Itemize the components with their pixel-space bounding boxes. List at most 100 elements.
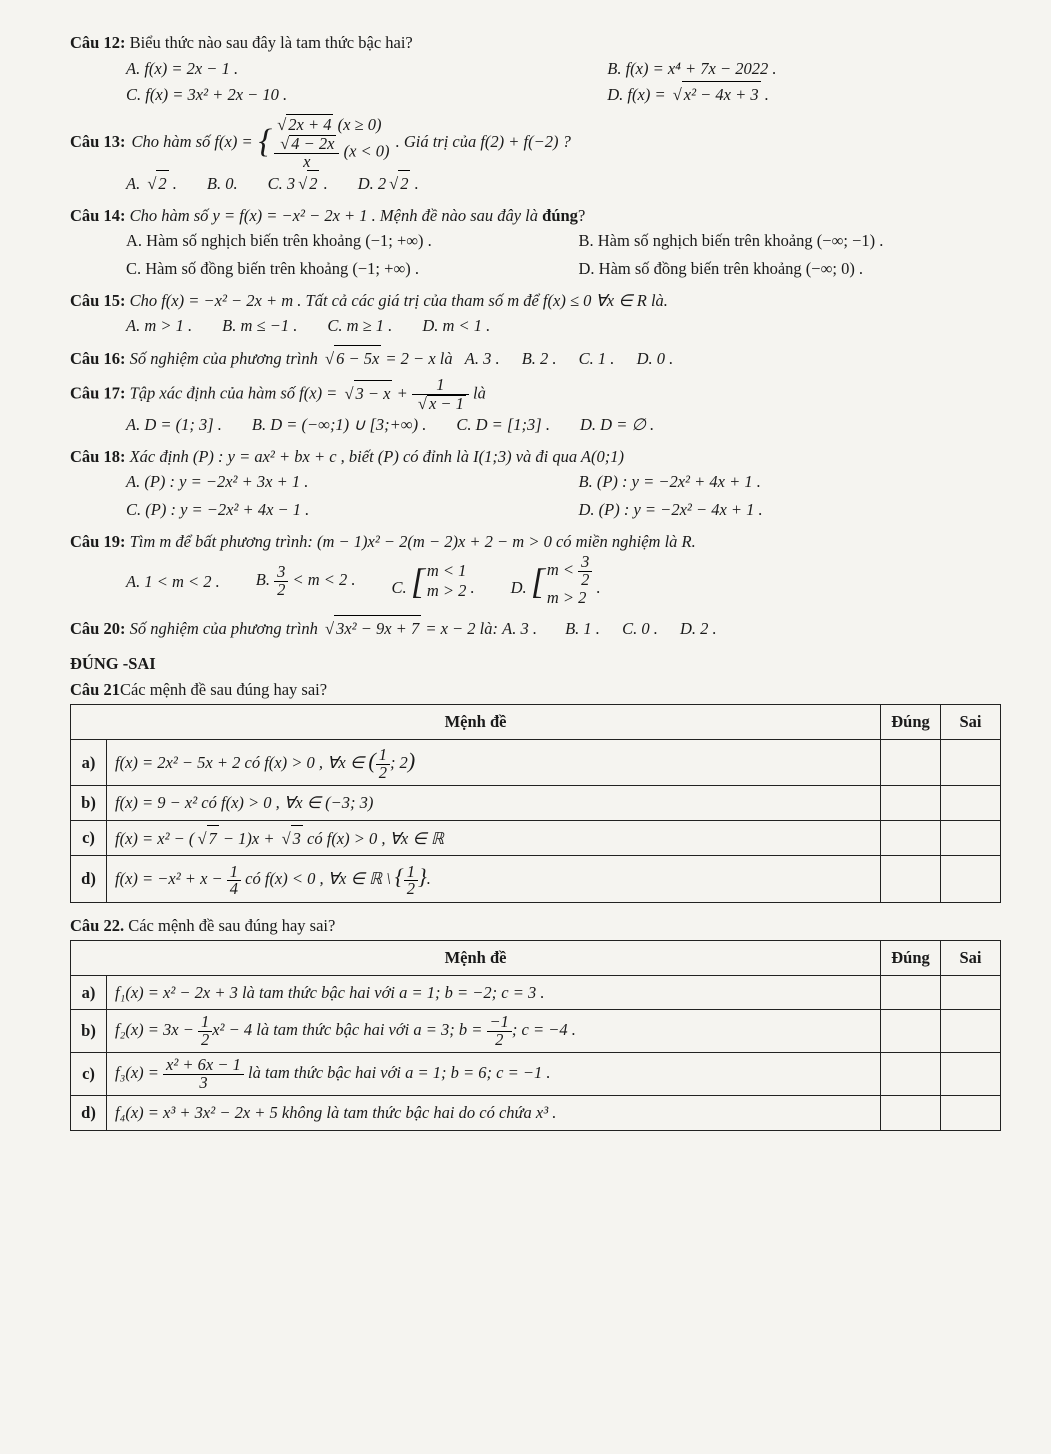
- q21-d-pre: f(x) = −x² + x −: [115, 869, 227, 888]
- q21-row-d: d) f(x) = −x² + x − 14 có f(x) < 0 , ∀x …: [71, 856, 1001, 902]
- q17-plus: +: [392, 384, 411, 403]
- q22-c-sai[interactable]: [941, 1053, 1001, 1096]
- q18-opt-c: C. (P) : y = −2x² + 4x − 1 .: [126, 497, 549, 523]
- q20-opt-c: C. 0 .: [622, 619, 658, 638]
- q21-c-mid: − 1)x +: [219, 829, 279, 848]
- q21-row-c: c) f(x) = x² − (7 − 1)x + 3 có f(x) > 0 …: [71, 820, 1001, 856]
- q21-a-fd: 2: [376, 764, 390, 782]
- q14-opt-a: A. Hàm số nghịch biến trên khoảng (−1; +…: [126, 228, 549, 254]
- q22-label: Câu 22.: [70, 916, 124, 935]
- q16-opt-c: C. 1 .: [579, 349, 615, 368]
- q17-opt-d: D. D = ∅ .: [580, 412, 654, 438]
- q20-opt-a: A. 3 .: [502, 619, 537, 638]
- q22-b-label: b): [71, 1010, 107, 1053]
- q22-row-d: d) f₄(x) = x³ + 3x² − 2x + 5 không là ta…: [71, 1096, 1001, 1131]
- q19-label: Câu 19:: [70, 532, 125, 551]
- q12-opt-c: C. f(x) = 3x² + 2x − 10 .: [126, 82, 607, 108]
- section-dung-sai: ĐÚNG -SAI: [70, 651, 1001, 677]
- q21-c-sai[interactable]: [941, 820, 1001, 856]
- q14-opt-d: D. Hàm số đồng biến trên khoảng (−∞; 0) …: [579, 256, 1002, 282]
- q19-b-den: 2: [274, 581, 288, 599]
- q21-d-post: .: [427, 869, 431, 888]
- q20-rad: 3x² − 9x + 7: [334, 615, 421, 642]
- q22-th-menhde: Mệnh đề: [71, 941, 881, 976]
- q19-b-pre: B.: [256, 570, 274, 589]
- q13-a-pre: A.: [126, 174, 144, 193]
- q21-c-rad2: 3: [291, 825, 303, 852]
- q21-d-sai[interactable]: [941, 856, 1001, 902]
- q17-rad1: 3 − x: [354, 380, 393, 407]
- q21-b-sai[interactable]: [941, 786, 1001, 821]
- q22-table: Mệnh đề Đúng Sai a) f₁(x) = x² − 2x + 3 …: [70, 940, 1001, 1131]
- q19-c-pre: C.: [392, 578, 411, 597]
- question-19: Câu 19: Tìm m để bất phương trình: (m − …: [70, 529, 1001, 609]
- q13-d-pre: D. 2: [358, 174, 386, 193]
- q13-d-rad: 2: [398, 170, 410, 197]
- q12-d-suffix: .: [761, 85, 769, 104]
- q16-stem-post: = 2 − x là: [381, 349, 452, 368]
- question-22: Câu 22. Các mệnh đề sau đúng hay sai? Mệ…: [70, 913, 1001, 1131]
- q21-b-dung[interactable]: [881, 786, 941, 821]
- q21-th-sai: Sai: [941, 705, 1001, 740]
- q18-opt-a: A. (P) : y = −2x² + 3x + 1 .: [126, 469, 549, 495]
- q22-b-n1: 1: [198, 1014, 212, 1031]
- q21-d-dung[interactable]: [881, 856, 941, 902]
- q13-r2-den: x: [274, 153, 339, 171]
- q22-title: Các mệnh đề sau đúng hay sai?: [128, 916, 335, 935]
- q22-c-pre: f₃(x) =: [115, 1063, 163, 1082]
- q12-opt-a: A. f(x) = 2x − 1 .: [126, 56, 607, 82]
- q21-d-label: d): [71, 856, 107, 902]
- q16-rad: 6 − 5x: [334, 345, 381, 372]
- q17-label: Câu 17:: [70, 384, 125, 403]
- q22-b-post: ; c = −4 .: [512, 1020, 576, 1039]
- q22-a-label: a): [71, 975, 107, 1010]
- q19-stem: Tìm m để bất phương trình: (m − 1)x² − 2…: [130, 532, 696, 551]
- q13-label: Câu 13:: [70, 129, 125, 155]
- q22-a-sai[interactable]: [941, 975, 1001, 1010]
- q12-opt-d: D. f(x) = x² − 4x + 3 .: [607, 81, 1001, 108]
- q22-d-label: d): [71, 1096, 107, 1131]
- q21-title: Các mệnh đề sau đúng hay sai?: [120, 680, 327, 699]
- q19-b-post: < m < 2 .: [288, 570, 355, 589]
- q14-label: Câu 14:: [70, 206, 125, 225]
- q16-label: Câu 16:: [70, 349, 125, 368]
- q19-opt-c: C. [m < 1m > 2 .: [392, 561, 475, 602]
- q14-opt-b: B. Hàm số nghịch biến trên khoảng (−∞; −…: [579, 228, 1002, 254]
- q21-d-sn: 1: [404, 864, 418, 881]
- q21-d-mid: có f(x) < 0 , ∀x ∈ ℝ \: [241, 869, 395, 888]
- q17-opt-c: C. D = [1;3] .: [456, 412, 550, 438]
- q22-a-dung[interactable]: [881, 975, 941, 1010]
- question-13: Câu 13: Cho hàm số f(x) = { 2x + 4 (x ≥ …: [70, 114, 1001, 197]
- q19-d-r1-pre: m <: [547, 560, 578, 579]
- q21-th-dung: Đúng: [881, 705, 941, 740]
- q22-b-d1: 2: [198, 1031, 212, 1049]
- q21-c-rad: 7: [207, 825, 219, 852]
- q13-r1-rad: 2x + 4: [286, 114, 333, 136]
- q21-a-sai[interactable]: [941, 739, 1001, 785]
- q22-b-sai[interactable]: [941, 1010, 1001, 1053]
- q21-row-b: b) f(x) = 9 − x² có f(x) > 0 , ∀x ∈ (−3;…: [71, 786, 1001, 821]
- q14-stem-bold: đúng: [542, 206, 578, 225]
- q22-b-n2: −1: [487, 1014, 512, 1031]
- q19-c-post: .: [471, 578, 475, 597]
- q13-a-post: .: [169, 174, 177, 193]
- q14-stem2: ?: [578, 206, 585, 225]
- q15-opt-d: D. m < 1 .: [422, 313, 490, 339]
- q19-d-r1-num: 3: [578, 554, 592, 571]
- q22-b-dung[interactable]: [881, 1010, 941, 1053]
- q16-opt-a: A. 3 .: [465, 349, 500, 368]
- q22-d: f₄(x) = x³ + 3x² − 2x + 5 không là tam t…: [107, 1096, 881, 1131]
- q22-d-sai[interactable]: [941, 1096, 1001, 1131]
- q15-stem: Cho f(x) = −x² − 2x + m . Tất cả các giá…: [130, 291, 668, 310]
- q12-stem: Biểu thức nào sau đây là tam thức bậc ha…: [130, 33, 413, 52]
- q19-c-r1: m < 1: [427, 561, 467, 582]
- q21-a-dung[interactable]: [881, 739, 941, 785]
- q13-c-pre: C. 3: [268, 174, 296, 193]
- question-17: Câu 17: Tập xác định của hàm số f(x) = 3…: [70, 377, 1001, 438]
- q22-d-dung[interactable]: [881, 1096, 941, 1131]
- q20-opt-b: B. 1 .: [565, 619, 600, 638]
- q13-r2-cond: (x < 0): [339, 142, 389, 161]
- q21-c-dung[interactable]: [881, 820, 941, 856]
- q22-c-dung[interactable]: [881, 1053, 941, 1096]
- q17-fnum: 1: [412, 377, 469, 394]
